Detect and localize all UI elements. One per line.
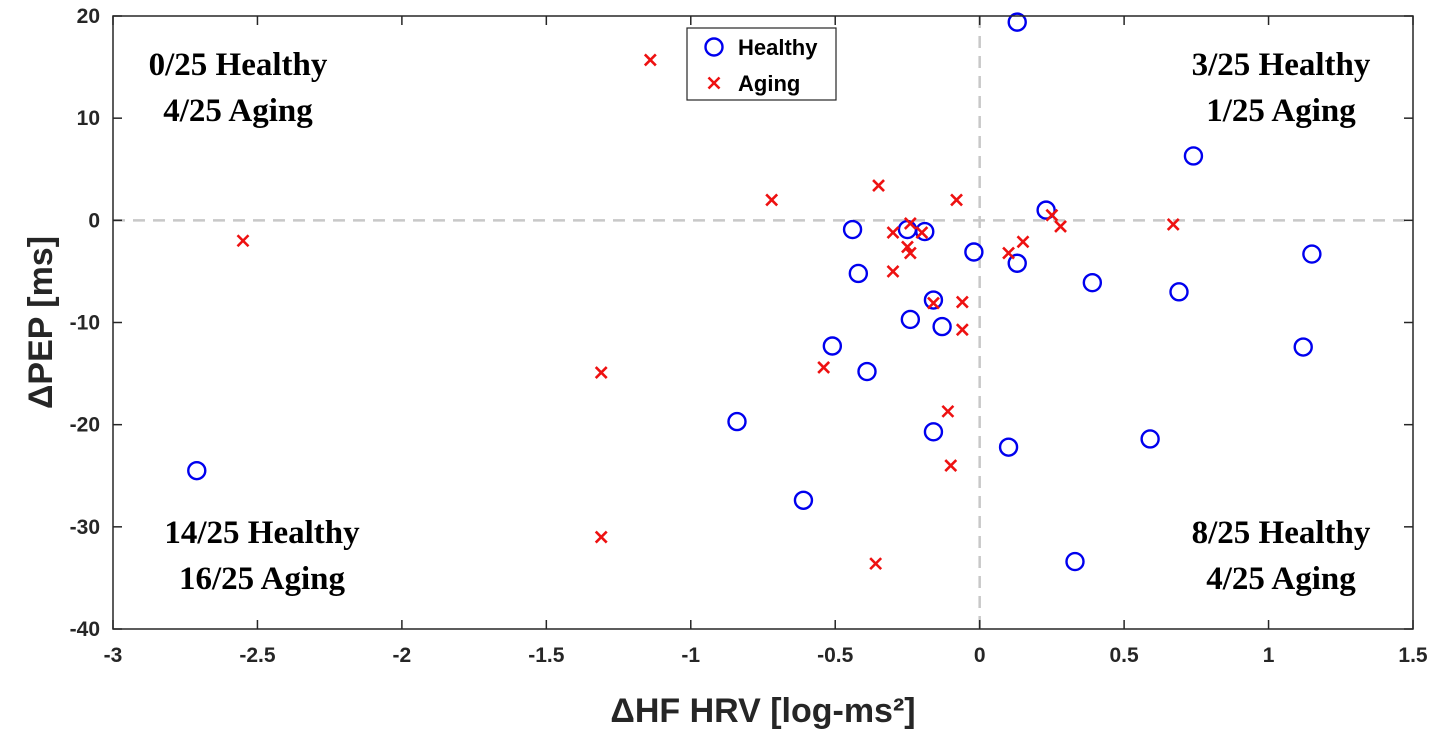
x-tick-label: 0.5 xyxy=(1110,644,1140,667)
healthy-point xyxy=(923,290,944,310)
y-tick-label: -40 xyxy=(70,618,100,641)
aging-point xyxy=(594,366,608,379)
healthy-point xyxy=(1302,244,1322,264)
healthy-point xyxy=(964,242,984,262)
healthy-point xyxy=(793,490,814,510)
healthy-point xyxy=(932,316,952,337)
x-tick-label: -1 xyxy=(681,644,700,667)
quadrant-annotation-bottom-right-line-2: 4/25 Aging xyxy=(1206,561,1356,597)
healthy-point xyxy=(900,309,921,330)
y-tick-label: -20 xyxy=(70,414,100,437)
quadrant-annotation-top-left-line-1: 0/25 Healthy xyxy=(149,47,328,83)
aging-point xyxy=(1166,218,1180,231)
healthy-point xyxy=(1169,282,1189,302)
legend-healthy-marker xyxy=(704,37,724,57)
healthy-point xyxy=(822,336,843,356)
healthy-point xyxy=(1036,200,1056,220)
aging-point xyxy=(903,216,917,230)
healthy-point xyxy=(1140,429,1160,449)
aging-point xyxy=(1002,246,1015,260)
x-tick-label: -3 xyxy=(104,644,123,667)
healthy-point xyxy=(187,460,207,481)
aging-point xyxy=(869,557,883,571)
reference-lines xyxy=(113,16,1413,629)
axis-ticks: -3 -2.5 -2 -1.5 -1 -0.5 0 0.5 1 1.5 -40 -30 -20 -10 0 1… xyxy=(70,5,1428,667)
aging-point xyxy=(950,193,963,207)
quadrant-annotation-bottom-right-line-1: 8/25 Healthy xyxy=(1192,515,1371,551)
aging-point xyxy=(765,193,779,207)
quadrant-annotation-top-right-line-1: 3/25 Healthy xyxy=(1192,47,1371,83)
healthy-point xyxy=(1082,272,1103,293)
y-tick-label: 0 xyxy=(88,209,100,232)
quadrant-annotation-top-left-line-2: 4/25 Aging xyxy=(163,93,313,129)
x-tick-label: 1.5 xyxy=(1398,644,1428,667)
aging-point xyxy=(1054,220,1067,233)
healthy-point xyxy=(1183,146,1204,166)
healthy-point xyxy=(842,219,863,240)
data-points xyxy=(187,12,1322,572)
aging-point xyxy=(817,361,831,374)
healthy-point xyxy=(915,221,935,242)
healthy-point xyxy=(727,411,747,432)
legend-aging-label: Aging xyxy=(738,71,800,96)
quadrant-annotation-bottom-left-line-1: 14/25 Healthy xyxy=(164,515,360,551)
aging-point xyxy=(944,459,958,472)
y-tick-label: -10 xyxy=(70,312,100,335)
healthy-point xyxy=(1007,12,1027,32)
x-tick-label: -0.5 xyxy=(817,644,854,667)
aging-point xyxy=(1045,208,1059,222)
y-tick-label: 10 xyxy=(77,107,100,130)
x-tick-label: -1.5 xyxy=(528,644,565,667)
aging-point xyxy=(872,179,885,193)
quadrant-annotation-top-right-line-2: 1/25 Aging xyxy=(1206,93,1356,129)
x-axis-label: ΔHF HRV [log-ms²] xyxy=(610,692,915,730)
aging-point xyxy=(236,234,250,248)
healthy-point xyxy=(1065,551,1085,572)
y-axis-label: ΔPEP [ms] xyxy=(22,236,60,409)
x-tick-label: 0 xyxy=(974,644,986,667)
quadrant-annotations: 0/25 Healthy 4/25 Aging 3/25 Healthy 1/25 A… xyxy=(149,47,1371,597)
healthy-point xyxy=(1007,253,1027,273)
healthy-point xyxy=(998,437,1019,457)
aging-point xyxy=(941,404,955,418)
quadrant-annotation-bottom-left-line-2: 16/25 Aging xyxy=(179,561,345,597)
healthy-point xyxy=(857,361,877,382)
y-tick-label: -30 xyxy=(70,516,100,539)
healthy-point xyxy=(923,422,944,442)
aging-point xyxy=(594,530,608,544)
aging-point xyxy=(886,226,900,240)
healthy-point xyxy=(897,219,918,240)
aging-point xyxy=(886,264,900,278)
aging-point xyxy=(955,323,969,337)
x-tick-label: -2.5 xyxy=(239,644,276,667)
legend: Healthy Aging xyxy=(686,27,837,101)
aging-point xyxy=(643,53,657,67)
aging-point xyxy=(903,246,917,260)
aging-point xyxy=(1016,235,1030,249)
y-tick-label: 20 xyxy=(77,5,100,28)
healthy-point xyxy=(1293,337,1313,357)
legend-healthy-label: Healthy xyxy=(738,35,818,60)
aging-point xyxy=(955,295,969,309)
legend-aging-marker xyxy=(707,76,721,90)
aging-point xyxy=(927,296,940,310)
x-tick-label: 1 xyxy=(1263,644,1275,667)
aging-point xyxy=(915,226,929,240)
x-tick-label: -2 xyxy=(393,644,412,667)
healthy-point xyxy=(848,263,869,284)
